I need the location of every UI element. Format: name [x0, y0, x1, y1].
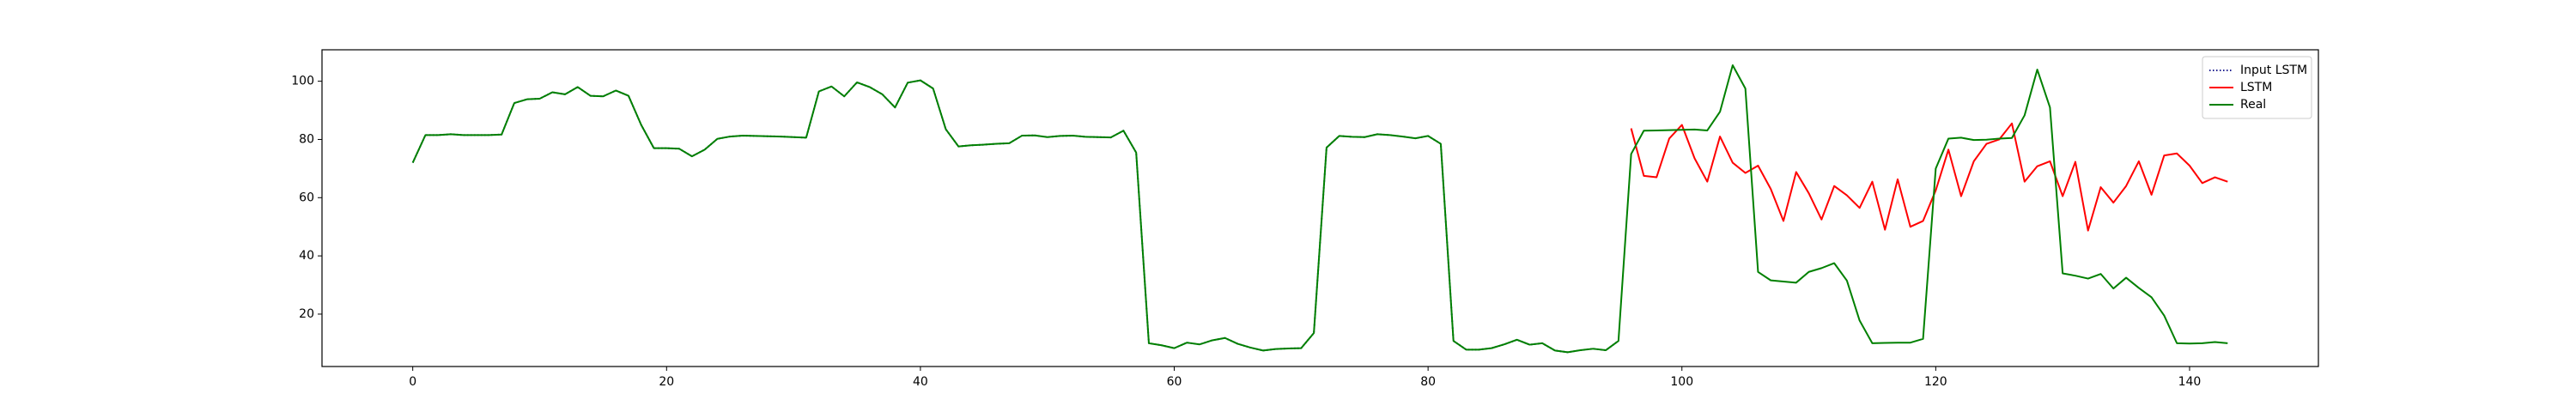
- y-tick-label: 40: [299, 249, 314, 263]
- y-tick-label: 60: [299, 191, 314, 204]
- x-tick-label: 80: [1420, 375, 1436, 389]
- x-tick-label: 20: [659, 375, 674, 389]
- axes-frame: [321, 49, 2319, 367]
- legend-label: Input LSTM: [2240, 64, 2307, 77]
- x-tick-label: 40: [913, 375, 928, 389]
- y-tick-label: 80: [299, 132, 314, 146]
- x-tick-label: 100: [1670, 375, 1693, 389]
- series-line: [1630, 122, 2228, 232]
- x-tick-label: 0: [409, 375, 416, 389]
- x-tick-label: 120: [1924, 375, 1947, 389]
- y-tick-label: 20: [299, 307, 314, 321]
- legend-box: [2202, 56, 2312, 119]
- x-tick-label: 60: [1167, 375, 1182, 389]
- legend-label: Real: [2240, 98, 2266, 112]
- y-tick-label: 100: [291, 75, 314, 88]
- x-tick-label: 140: [2178, 375, 2202, 389]
- legend: Input LSTM LSTM Real: [2202, 56, 2312, 119]
- series-line: [411, 64, 2228, 354]
- legend-label: LSTM: [2240, 81, 2272, 94]
- series-line: [411, 79, 1619, 354]
